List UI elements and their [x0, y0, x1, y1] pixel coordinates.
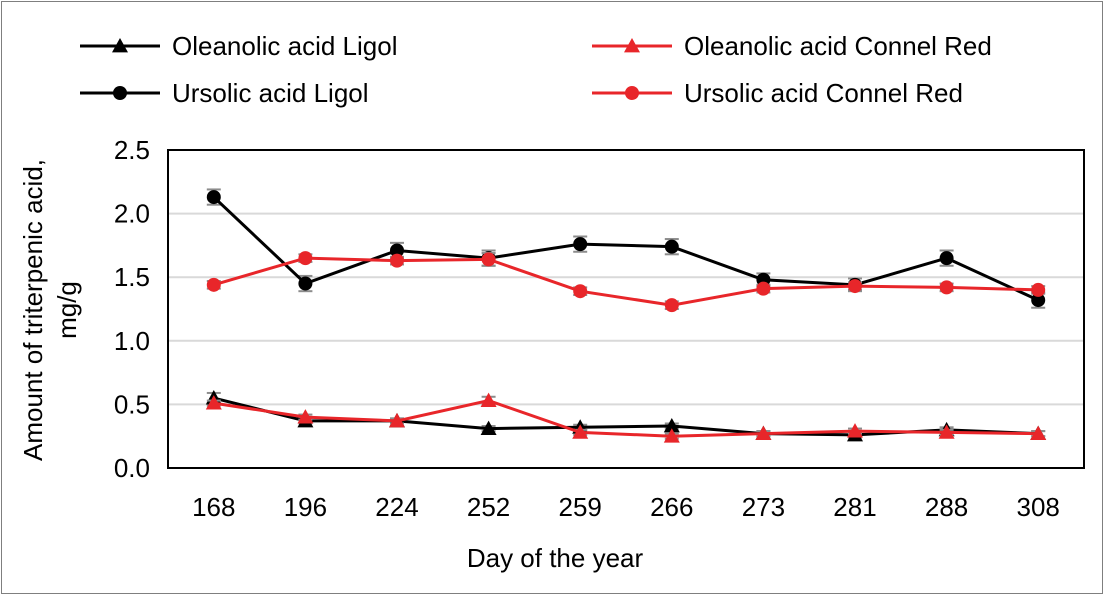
legend-marker [625, 86, 639, 100]
series-2 [205, 392, 1047, 443]
data-point [1031, 282, 1046, 297]
data-point [480, 420, 497, 435]
y-tick-label: 1.5 [114, 262, 150, 292]
legend-label: Oleanolic acid Ligol [172, 31, 397, 61]
y-tick-label: 1.0 [114, 326, 150, 356]
legend-item-2: Oleanolic acid Connel Red [592, 31, 992, 61]
data-point [664, 298, 679, 313]
y-tick-label: 2.5 [114, 135, 150, 165]
data-point [205, 395, 222, 410]
legend-label: Oleanolic acid Connel Red [684, 31, 992, 61]
data-point [298, 251, 313, 266]
y-axis-ticks: 0.0 0.5 1.0 1.5 2.0 2.5 [114, 135, 150, 483]
data-point [755, 425, 772, 441]
data-point [297, 409, 314, 424]
legend-marker [113, 86, 127, 100]
y-tick-label: 2.0 [114, 199, 150, 229]
series-line [213, 399, 1039, 438]
y-axis-label-line2: mg/g [52, 281, 82, 339]
data-point [939, 251, 954, 266]
x-tick-label: 273 [742, 492, 785, 522]
data-point [298, 276, 313, 291]
x-tick-label: 308 [1017, 492, 1060, 522]
x-axis-ticks: 168 196 224 252 259 266 273 281 288 308 [192, 492, 1060, 522]
y-axis-label-line1: Amount of triterpenic acid, [18, 159, 48, 461]
y-tick-label: 0.5 [114, 389, 150, 419]
y-tick-label: 0.0 [114, 453, 150, 483]
data-point [389, 412, 405, 428]
legend: Oleanolic acid Ligol Ursolic acid Ligol Ol… [80, 31, 992, 108]
data-point [939, 280, 954, 295]
data-point [1031, 293, 1046, 308]
x-tick-label: 224 [375, 492, 418, 522]
data-point [664, 239, 679, 254]
data-point [938, 424, 955, 439]
data-point [573, 237, 588, 252]
data-point [390, 243, 404, 258]
legend-label: Ursolic acid Ligol [172, 78, 369, 108]
data-point [848, 279, 862, 294]
legend-marker [112, 38, 128, 53]
x-tick-label: 288 [925, 492, 968, 522]
data-point [663, 428, 680, 443]
x-tick-label: 252 [467, 492, 510, 522]
series-layer [205, 188, 1047, 443]
legend-item-1: Ursolic acid Ligol [80, 78, 369, 108]
series-line [212, 195, 1039, 302]
data-point [847, 423, 863, 438]
x-axis-label: Day of the year [467, 543, 644, 573]
legend-label: Ursolic acid Connel Red [684, 78, 963, 108]
data-point [390, 253, 404, 268]
gridlines [168, 212, 1084, 406]
x-tick-label: 259 [559, 492, 602, 522]
legend-item-3: Ursolic acid Connel Red [592, 78, 963, 108]
x-tick-label: 266 [650, 492, 693, 522]
series-1 [206, 188, 1046, 309]
data-point [206, 190, 221, 205]
legend-marker [624, 38, 640, 53]
data-point [573, 284, 588, 299]
x-tick-label: 196 [284, 492, 327, 522]
x-tick-label: 281 [833, 492, 876, 522]
plot-area-border [167, 149, 1085, 469]
data-point [1030, 425, 1047, 441]
x-tick-label: 168 [192, 492, 235, 522]
data-point [206, 277, 221, 292]
series-line [213, 256, 1039, 307]
data-point [756, 281, 771, 296]
data-point [480, 392, 497, 407]
data-point [481, 252, 496, 267]
data-point [663, 418, 680, 433]
data-point [572, 424, 589, 439]
series-3 [206, 251, 1046, 313]
legend-item-0: Oleanolic acid Ligol [80, 31, 397, 61]
